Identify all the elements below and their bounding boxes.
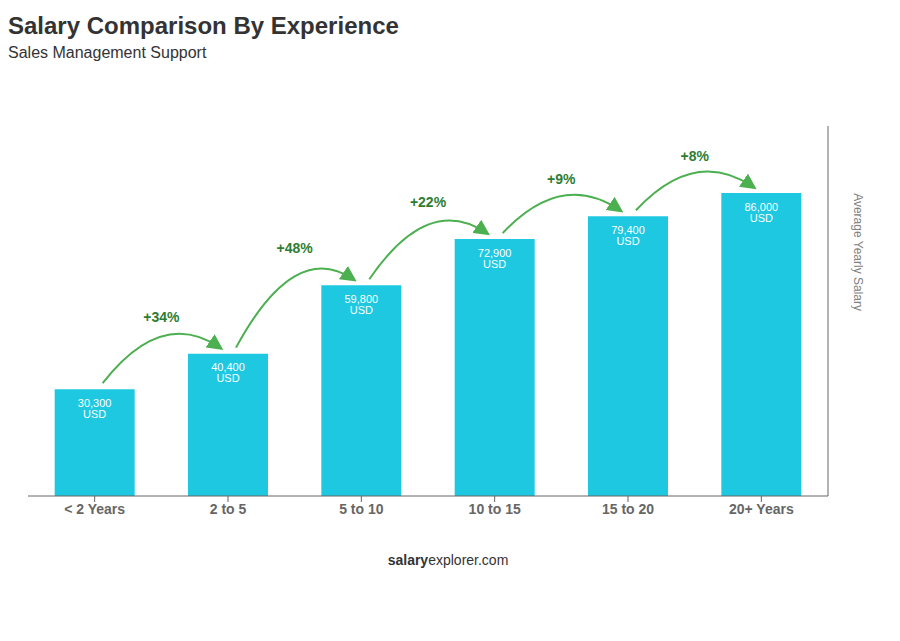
svg-text:+48%: +48%: [277, 240, 314, 256]
svg-text:15 to 20: 15 to 20: [602, 501, 654, 517]
svg-text:79,400USD: 79,400USD: [611, 224, 645, 247]
svg-text:2 to 5: 2 to 5: [210, 501, 247, 517]
svg-text:30,300USD: 30,300USD: [78, 397, 112, 420]
svg-text:40,400USD: 40,400USD: [211, 361, 245, 384]
svg-text:10 to 15: 10 to 15: [469, 501, 521, 517]
svg-text:59,800USD: 59,800USD: [345, 293, 379, 316]
svg-text:Average Yearly Salary: Average Yearly Salary: [851, 193, 865, 311]
svg-text:86,000USD: 86,000USD: [745, 201, 779, 224]
svg-text:20+ Years: 20+ Years: [729, 501, 794, 517]
svg-text:+8%: +8%: [680, 148, 709, 164]
html-text:Sales Management Support: Sales Management Support: [8, 44, 207, 61]
svg-text:5 to 10: 5 to 10: [339, 501, 384, 517]
svg-text:72,900USD: 72,900USD: [478, 247, 512, 270]
html-text:salary explorer.com: salary explorer.com: [387, 552, 509, 568]
svg-text:+9%: +9%: [547, 171, 576, 187]
svg-text:+22%: +22%: [410, 194, 447, 210]
svg-text:+34%: +34%: [143, 309, 180, 325]
svg-text:< 2 Years: < 2 Years: [64, 501, 125, 517]
html-text:Salary Comparison By Experienc: Salary Comparison By Experience: [8, 12, 399, 39]
